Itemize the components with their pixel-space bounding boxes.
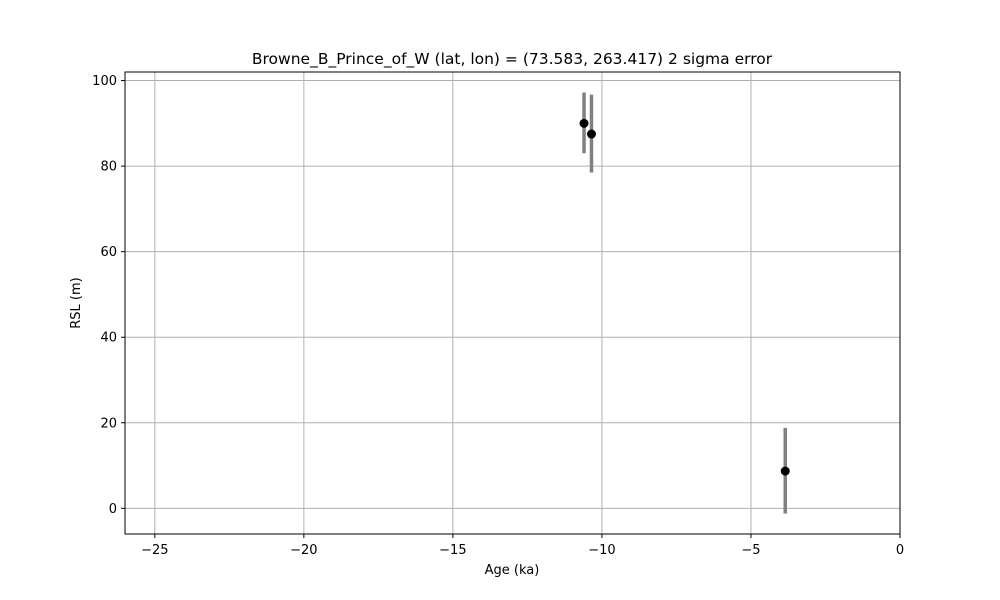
x-tick-label: −15 bbox=[439, 543, 466, 558]
y-axis-label: RSL (m) bbox=[69, 277, 84, 328]
y-tick-label: 40 bbox=[100, 331, 117, 346]
data-points bbox=[579, 118, 790, 476]
y-tick-label: 60 bbox=[100, 245, 117, 260]
x-tick-label: −20 bbox=[290, 543, 317, 558]
y-axis-ticks: 0 20 40 60 80 100 bbox=[92, 74, 125, 517]
data-point bbox=[579, 118, 589, 128]
y-tick-label: 20 bbox=[100, 416, 117, 431]
plot-frame bbox=[124, 71, 901, 535]
data-point bbox=[780, 466, 790, 476]
x-tick-label: 0 bbox=[896, 543, 904, 558]
x-tick-label: −25 bbox=[141, 543, 168, 558]
y-tick-label: 100 bbox=[92, 74, 117, 89]
x-axis-ticks: −25 −20 −15 −10 −5 0 bbox=[141, 534, 904, 558]
data-point bbox=[586, 129, 596, 139]
y-tick-label: 0 bbox=[109, 502, 117, 517]
chart-title: Browne_B_Prince_of_W (lat, lon) = (73.58… bbox=[252, 50, 773, 69]
y-tick-label: 80 bbox=[100, 160, 117, 175]
x-axis-label: Age (ka) bbox=[485, 563, 540, 578]
x-tick-label: −10 bbox=[588, 543, 615, 558]
x-tick-label: −5 bbox=[741, 543, 760, 558]
